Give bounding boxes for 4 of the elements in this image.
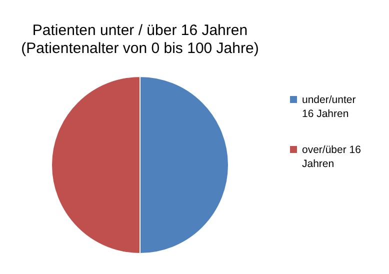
legend-label: over/über 16 Jahren xyxy=(302,143,362,171)
chart-subtitle: (Patientenalter von 0 bis 100 Jahre) xyxy=(21,40,259,58)
legend-label: under/unter 16 Jahren xyxy=(302,93,357,121)
chart-title: Patienten unter / über 16 Jahren xyxy=(32,22,248,40)
